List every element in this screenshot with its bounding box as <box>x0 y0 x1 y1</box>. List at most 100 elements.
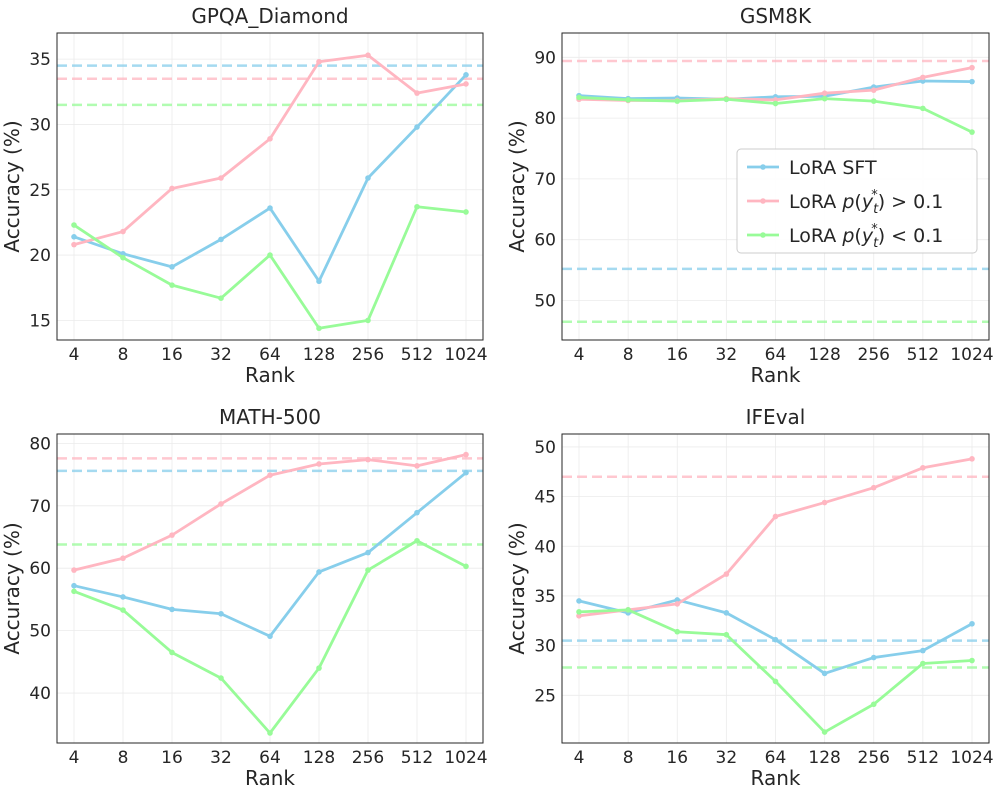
y-axis-label: Accuracy (%) <box>505 120 529 252</box>
data-point-lora_sft <box>267 633 273 640</box>
data-point-lora_gt <box>316 58 322 65</box>
data-point-lora_gt <box>71 567 77 573</box>
data-point-lora_sft <box>414 509 420 516</box>
legend-label-part: LoRA <box>789 225 842 247</box>
data-point-lora_gt <box>169 185 175 192</box>
data-point-lora_gt <box>969 456 975 462</box>
chart-panel-3: 4 8 16 32 64 128 256 512 1024 25 30 35 40 45 50 IFEval R… <box>505 405 994 790</box>
data-point-lora_gt <box>969 64 975 71</box>
data-point-lora_gt <box>218 175 224 181</box>
x-tick-label: 128 <box>808 748 840 768</box>
data-point-lora_sft <box>120 594 126 600</box>
x-tick-label: 128 <box>808 345 840 365</box>
x-axis-label: Rank <box>751 363 801 387</box>
legend-marker-lora_sft <box>760 164 766 170</box>
y-tick-label: 30 <box>534 637 556 657</box>
data-point-lora_lt <box>674 98 681 104</box>
legend-label-part: ( <box>854 225 861 247</box>
data-point-lora_lt <box>267 252 273 258</box>
data-point-lora_sft <box>772 636 779 643</box>
data-point-lora_sft <box>365 175 371 181</box>
data-point-lora_gt <box>71 241 77 248</box>
data-point-lora_sft <box>218 610 224 617</box>
data-point-lora_gt <box>218 501 224 507</box>
data-point-lora_gt <box>414 463 420 469</box>
data-point-lora_gt <box>414 90 420 96</box>
chart-title: IFEval <box>746 405 806 429</box>
data-point-lora_lt <box>969 129 975 135</box>
x-tick-label: 8 <box>118 748 129 768</box>
data-point-lora_lt <box>267 730 273 736</box>
y-tick-label: 35 <box>534 587 556 607</box>
x-tick-label: 512 <box>907 748 939 768</box>
data-point-lora_lt <box>71 222 77 228</box>
x-tick-label: 32 <box>210 345 232 365</box>
x-tick-label: 1024 <box>950 748 993 768</box>
data-point-lora_lt <box>218 675 224 681</box>
data-point-lora_sft <box>821 670 828 677</box>
x-tick-label: 1024 <box>444 345 487 365</box>
legend-label-lora_gt: LoRA p(yt*) > 0.1 <box>789 188 943 217</box>
legend-box <box>736 148 978 254</box>
data-point-lora_sft <box>267 205 273 211</box>
data-point-lora_sft <box>365 549 371 556</box>
data-point-lora_lt <box>120 254 126 261</box>
x-tick-label: 32 <box>210 748 232 768</box>
data-point-lora_lt <box>723 96 730 103</box>
data-point-lora_gt <box>870 87 877 93</box>
data-point-lora_lt <box>169 649 175 656</box>
data-point-lora_gt <box>920 464 926 471</box>
legend-label-part: t <box>873 236 879 251</box>
x-tick-label: 512 <box>401 345 433 365</box>
data-point-lora_sft <box>463 72 469 78</box>
x-tick-label: 16 <box>161 748 183 768</box>
data-point-lora_gt <box>463 451 469 458</box>
legend-marker-lora_gt <box>760 198 766 204</box>
x-tick-label: 256 <box>858 748 890 768</box>
x-tick-label: 256 <box>352 748 384 768</box>
data-point-lora_sft <box>870 654 877 661</box>
x-tick-label: 32 <box>716 748 738 768</box>
data-point-lora_sft <box>969 620 975 627</box>
x-tick-label: 1024 <box>950 345 993 365</box>
data-point-lora_lt <box>71 588 77 595</box>
chart-panel-1: 4 8 16 32 64 128 256 512 1024 50 60 70 80 90 GSM8K Rank… <box>505 4 994 387</box>
data-point-lora_sft <box>218 236 224 243</box>
data-point-lora_lt <box>218 295 224 301</box>
data-point-lora_lt <box>316 325 322 332</box>
data-point-lora_sft <box>920 647 926 654</box>
data-point-lora_gt <box>772 513 779 520</box>
x-tick-label: 1024 <box>444 748 487 768</box>
x-tick-label: 4 <box>574 345 585 365</box>
legend-label-part: t <box>873 202 879 217</box>
data-point-lora_gt <box>120 228 126 235</box>
axes-frame <box>56 32 484 341</box>
data-point-lora_gt <box>169 532 175 538</box>
x-tick-label: 128 <box>303 345 335 365</box>
legend-label-part: ( <box>854 191 861 213</box>
x-tick-label: 4 <box>69 345 80 365</box>
chart-panel-0: 4 8 16 32 64 128 256 512 1024 15 20 25 30 35 GPQA_Diam… <box>0 4 488 387</box>
data-point-lora_lt <box>463 563 469 570</box>
y-tick-label: 25 <box>29 181 51 201</box>
axes-frame <box>561 32 990 341</box>
data-point-lora_lt <box>316 665 322 671</box>
legend-label-part: p <box>841 225 854 247</box>
x-tick-label: 4 <box>69 748 80 768</box>
data-point-lora_lt <box>772 678 779 685</box>
data-point-lora_gt <box>821 90 828 96</box>
data-point-lora_lt <box>365 567 371 573</box>
x-tick-label: 64 <box>765 345 787 365</box>
data-point-lora_gt <box>365 52 371 59</box>
x-tick-label: 16 <box>666 345 688 365</box>
legend-label-part: ) > 0.1 <box>878 191 944 213</box>
data-point-lora_gt <box>267 136 273 142</box>
legend-label-part: y <box>861 191 874 213</box>
data-point-lora_lt <box>920 660 926 667</box>
data-point-lora_lt <box>463 209 469 215</box>
data-point-lora_lt <box>169 282 175 288</box>
chart-title: MATH-500 <box>219 405 321 429</box>
x-tick-label: 64 <box>259 345 281 365</box>
